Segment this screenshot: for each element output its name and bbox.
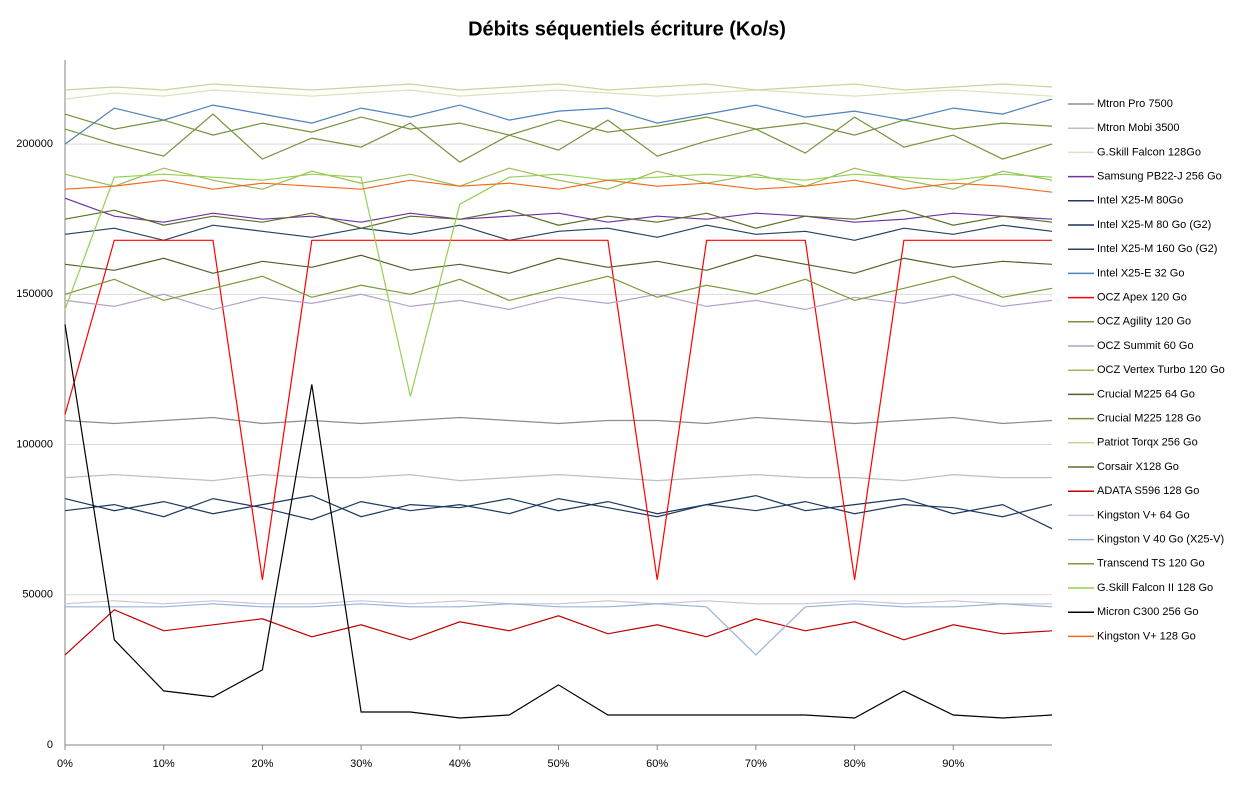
legend-label: Kingston V+ 128 Go	[1097, 630, 1196, 642]
x-tick-label: 10%	[153, 758, 175, 770]
series-line	[64, 473, 1052, 482]
legend-label: G.Skill Falcon 128Go	[1097, 146, 1201, 158]
legend-label: Intel X25-M 80 Go (G2)	[1097, 219, 1211, 231]
legend-label: Intel X25-M 160 Go (G2)	[1097, 243, 1217, 255]
series-line	[64, 89, 1053, 100]
legend-label: G.Skill Falcon II 128 Go	[1097, 582, 1213, 594]
x-tick-label: 50%	[547, 758, 569, 770]
x-tick-label: 20%	[251, 758, 273, 770]
y-tick-label: 0	[47, 739, 53, 751]
legend-label: OCZ Agility 120 Go	[1097, 316, 1191, 328]
series-line	[64, 239, 1052, 580]
chart-title: Débits séquentiels écriture (Ko/s)	[468, 18, 786, 40]
series-line	[64, 197, 1053, 223]
legend-label: Intel X25-E 32 Go	[1097, 267, 1184, 279]
x-tick-label: 70%	[745, 758, 767, 770]
series-line	[64, 497, 1053, 521]
legend-label: Corsair X128 Go	[1097, 461, 1179, 473]
series-line	[64, 173, 1053, 397]
x-tick-label: 80%	[844, 758, 866, 770]
legend-label: Transcend TS 120 Go	[1097, 558, 1205, 570]
y-tick-label: 100000	[16, 438, 53, 450]
legend-label: Intel X25-M 80Go	[1097, 195, 1183, 207]
series-line	[64, 167, 1053, 190]
legend-label: Kingston V 40 Go (X25-V)	[1097, 534, 1224, 546]
series-line	[64, 293, 1053, 311]
legend-label: ADATA S596 128 Go	[1097, 485, 1199, 497]
series-line	[64, 600, 1052, 605]
series-line	[64, 179, 1053, 193]
legend-label: Mtron Pro 7500	[1097, 98, 1173, 110]
legend-label: OCZ Apex 120 Go	[1097, 292, 1187, 304]
series-line	[64, 494, 1053, 530]
y-tick-label: 200000	[16, 138, 53, 150]
x-tick-label: 40%	[449, 758, 471, 770]
legend-label: OCZ Vertex Turbo 120 Go	[1097, 364, 1225, 376]
legend-label: Micron C300 256 Go	[1097, 606, 1199, 618]
legend-label: Crucial M225 64 Go	[1097, 388, 1195, 400]
legend-label: Samsung PB22-J 256 Go	[1097, 171, 1222, 183]
x-tick-label: 90%	[942, 758, 964, 770]
legend-label: OCZ Summit 60 Go	[1097, 340, 1194, 352]
x-tick-label: 60%	[646, 758, 668, 770]
series-line	[64, 224, 1053, 241]
legend-label: Patriot Torqx 256 Go	[1097, 437, 1198, 449]
series-line	[64, 98, 1053, 145]
y-tick-label: 50000	[22, 589, 53, 601]
x-tick-label: 0%	[57, 758, 73, 770]
series-line	[64, 275, 1053, 302]
series-line	[64, 209, 1053, 229]
series-line	[64, 324, 1053, 719]
series-line	[64, 609, 1053, 656]
series-line	[64, 113, 1053, 163]
legend-label: Mtron Mobi 3500	[1097, 122, 1180, 134]
series-line	[64, 83, 1053, 91]
x-tick-label: 30%	[350, 758, 372, 770]
legend-label: Kingston V+ 64 Go	[1097, 509, 1190, 521]
y-tick-label: 150000	[16, 288, 53, 300]
legend-label: Crucial M225 128 Go	[1097, 413, 1201, 425]
series-line	[65, 603, 1053, 656]
series-line	[64, 254, 1053, 274]
series-line	[64, 416, 1053, 425]
series-line	[64, 113, 1053, 136]
